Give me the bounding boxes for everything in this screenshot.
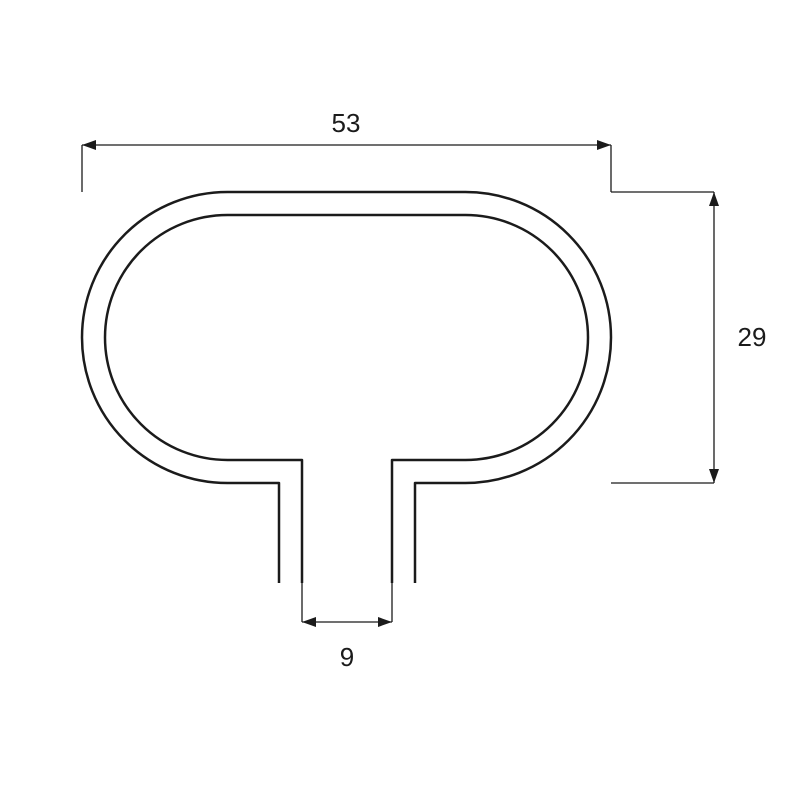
dim-tab-label: 9 bbox=[340, 642, 354, 672]
dim-height-label: 29 bbox=[738, 322, 767, 352]
dim-width-label: 53 bbox=[332, 108, 361, 138]
